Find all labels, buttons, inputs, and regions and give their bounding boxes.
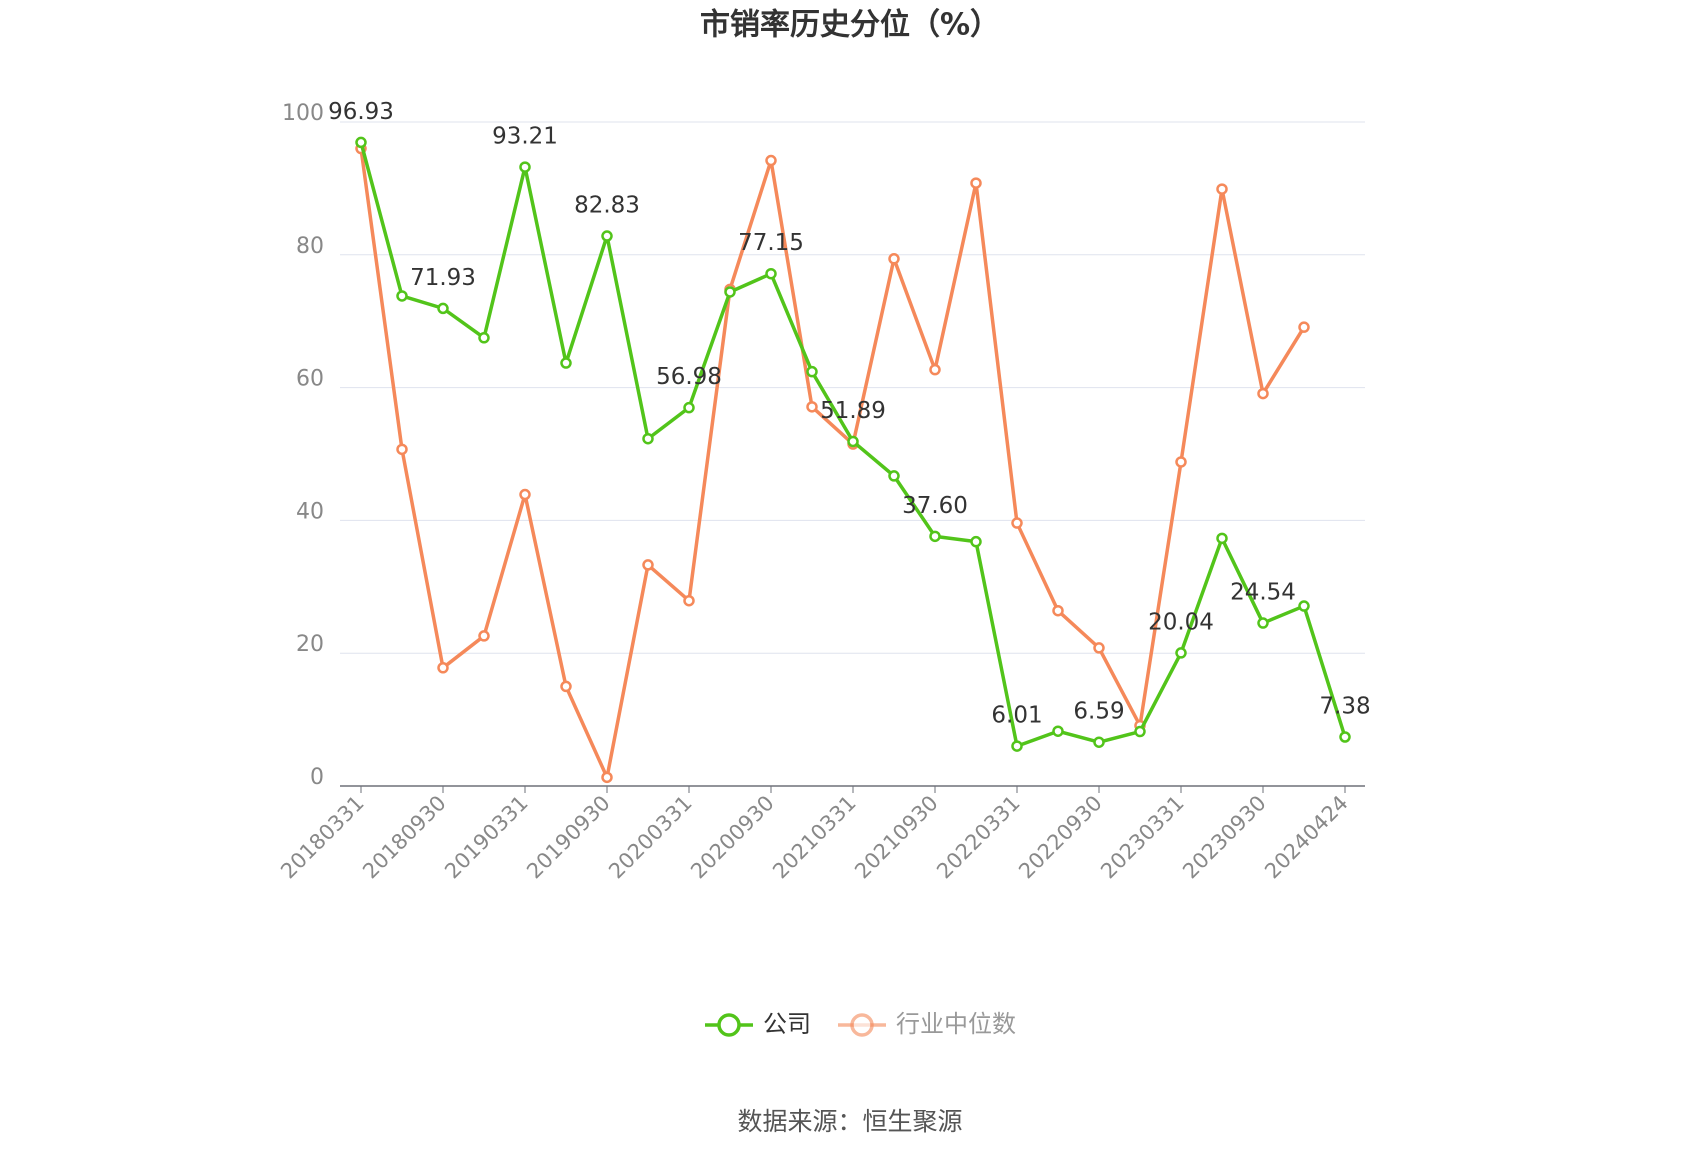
data-point <box>724 286 736 298</box>
data-point <box>396 290 408 302</box>
data-point <box>1257 387 1269 400</box>
data-point <box>888 253 900 265</box>
data-point <box>970 535 982 548</box>
data-label: 71.93 <box>410 265 476 291</box>
x-tick-label: 20210930 <box>850 791 943 884</box>
data-point <box>396 443 408 456</box>
y-tick-label: 60 <box>296 367 324 392</box>
chart-title: 市销率历史分位（%） <box>700 8 1000 43</box>
y-tick-label: 80 <box>296 234 324 259</box>
data-label: 51.89 <box>820 398 886 424</box>
x-tick-label: 20230331 <box>1096 791 1189 884</box>
data-point <box>1216 532 1228 545</box>
data-point <box>1052 604 1064 617</box>
data-point <box>929 530 941 543</box>
data-label: 24.54 <box>1230 580 1296 606</box>
data-point <box>1216 183 1228 195</box>
legend-marker[interactable] <box>717 1013 741 1037</box>
x-tick-label: 20200930 <box>686 791 779 884</box>
legend-label[interactable]: 行业中位数 <box>896 1010 1016 1038</box>
data-point <box>1134 725 1146 738</box>
data-point <box>1298 600 1310 612</box>
data-point <box>683 594 695 607</box>
series-line <box>359 148 1306 780</box>
legend-marker[interactable] <box>850 1013 874 1037</box>
data-point <box>765 154 777 167</box>
data-point <box>1093 642 1105 654</box>
data-point <box>642 432 654 445</box>
data-point <box>806 401 818 413</box>
data-point <box>1175 647 1187 659</box>
data-point <box>1011 740 1023 752</box>
data-point <box>478 630 490 642</box>
data-point <box>519 488 531 501</box>
data-point <box>437 302 449 315</box>
data-label: 37.60 <box>902 493 968 519</box>
x-tick-label: 20200331 <box>604 791 697 884</box>
data-point <box>765 267 777 280</box>
x-tick-label: 20190331 <box>440 791 533 884</box>
legend-label[interactable]: 公司 <box>763 1010 811 1038</box>
x-tick-label: 20230930 <box>1178 791 1271 884</box>
data-point <box>519 161 531 173</box>
data-point <box>1257 617 1269 629</box>
data-point <box>478 332 490 344</box>
source-note: 数据来源：恒生聚源 <box>737 1107 962 1136</box>
data-label: 77.15 <box>738 230 804 256</box>
data-point <box>560 357 572 369</box>
y-tick-label: 40 <box>296 499 324 524</box>
data-point <box>1339 731 1351 743</box>
data-point <box>601 230 613 242</box>
data-label: 7.38 <box>1319 693 1370 719</box>
data-point <box>1298 321 1310 333</box>
data-point <box>929 363 941 376</box>
data-label: 6.01 <box>991 703 1042 729</box>
data-point <box>1175 456 1187 468</box>
x-tick-label: 20220331 <box>932 791 1025 884</box>
y-tick-label: 100 <box>282 101 324 126</box>
data-point <box>642 559 654 571</box>
data-label: 96.93 <box>328 99 394 125</box>
data-label: 20.04 <box>1148 609 1214 635</box>
x-tick-label: 20180331 <box>276 791 369 884</box>
data-label: 82.83 <box>574 193 640 219</box>
data-point <box>806 365 818 378</box>
x-tick-label: 20180930 <box>358 791 451 884</box>
data-point <box>560 680 572 693</box>
data-point <box>1011 517 1023 529</box>
data-label: 6.59 <box>1073 699 1124 725</box>
data-point <box>437 662 449 674</box>
data-point <box>888 470 900 482</box>
x-tick-label: 20240424 <box>1260 791 1353 884</box>
data-label: 56.98 <box>656 364 722 390</box>
data-point <box>601 771 613 784</box>
y-tick-label: 20 <box>296 632 324 657</box>
x-tick-label: 20210331 <box>768 791 861 884</box>
y-tick-label: 0 <box>310 765 324 790</box>
data-point <box>1052 725 1064 737</box>
data-point <box>847 435 859 448</box>
data-point <box>1093 736 1105 748</box>
data-point <box>683 401 695 414</box>
data-label: 93.21 <box>492 124 558 150</box>
data-point <box>355 136 367 149</box>
x-tick-label: 20220930 <box>1014 791 1107 884</box>
x-tick-label: 20190930 <box>522 791 615 884</box>
data-point <box>970 177 982 189</box>
